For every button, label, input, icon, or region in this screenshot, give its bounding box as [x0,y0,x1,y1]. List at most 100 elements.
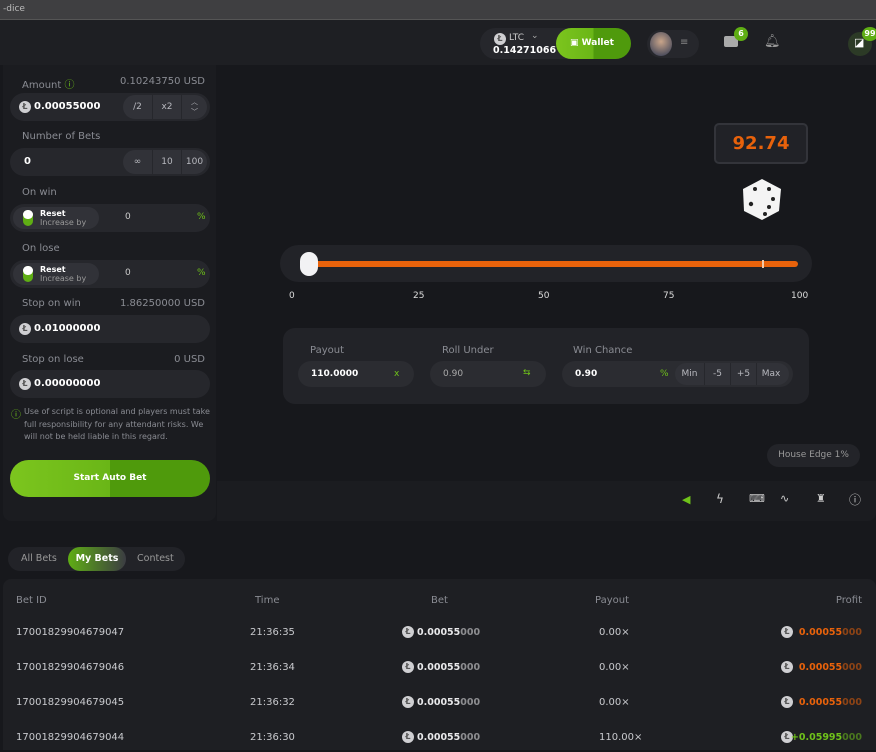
bet-id[interactable]: 17001829904679044 [16,732,125,743]
stop-on-lose-input[interactable]: Ł 0.00000000 [10,370,210,398]
bets-value: 0 [24,156,31,167]
payout-label: Payout [310,345,345,356]
table-row[interactable]: 17001829904679047 21:36:35 Ł 0.00055000 … [3,626,876,647]
amount-value: 0.00055000 [34,101,101,112]
bell-icon[interactable]: 🔔︎ [764,34,781,49]
max-button[interactable]: Max [756,363,785,385]
balance: 0.14271066 [493,45,557,56]
tick-label: 0 [289,291,295,301]
browser-title: -dice [3,4,25,14]
table-row[interactable]: 17001829904679046 21:36:34 Ł 0.00055000 … [3,661,876,682]
chart-icon[interactable]: ∿ [780,492,790,505]
stepper-icon[interactable]: ︿ ﹀ [181,95,207,119]
column-header-payout: Payout [595,595,630,606]
column-header-profit: Profit [835,595,862,606]
chevron-down-icon: ⌄ [531,31,539,41]
info-icon: ⓘ [64,80,75,91]
bet-time: 21:36:32 [250,697,295,708]
slider-thumb[interactable] [300,252,319,276]
bets-tabs: All Bets My Bets Contest [8,547,185,571]
infinite-button[interactable]: ∞ [133,157,142,167]
bet-settings-card: Payout 110.0000 x Roll Under 0.90 ⇆ Win … [283,328,809,404]
win-chance-input[interactable]: 0.90 % Min -5 +5 Max [562,361,793,387]
minus-5-button[interactable]: -5 [704,363,730,385]
bet-id[interactable]: 17001829904679047 [16,627,125,638]
table-row[interactable]: 17001829904679045 21:36:32 Ł 0.00055000 … [3,696,876,717]
payout-value: 110.0000 [311,369,359,379]
on-win-toggle[interactable]: Reset Increase by [13,207,99,229]
amount-input[interactable]: Ł 0.00055000 /2 x2 ︿ ﹀ [10,93,210,121]
column-header-bet: Bet [431,595,448,606]
ltc-coin-icon: Ł [402,661,414,673]
disclaimer-text: Use of script is optional and players mu… [24,407,210,441]
fairness-icon[interactable]: ♜ [816,492,826,505]
tab-my-bets[interactable]: My Bets [68,547,126,571]
tick-label: 100 [791,291,809,301]
amount-usd: 0.10243750 USD [120,76,205,87]
tab-contest[interactable]: Contest [137,553,174,564]
payout-unit: x [394,369,400,379]
start-auto-bet-button[interactable]: Start Auto Bet [10,460,210,497]
payout-input[interactable]: 110.0000 x [298,361,414,387]
increase-by-label: Increase by [40,218,87,227]
mail-icon[interactable] [724,36,738,47]
roll-under-label: Roll Under [442,345,494,356]
on-win-value[interactable]: 0 [125,212,131,222]
ltc-coin-icon: Ł [402,696,414,708]
on-lose-toggle[interactable]: Reset Increase by [13,263,99,285]
stop-on-lose-usd: 0 USD [174,354,205,365]
ten-button[interactable]: 10 [152,150,181,174]
house-edge-badge: House Edge 1% [767,444,860,467]
stop-on-win-input[interactable]: Ł 0.01000000 [10,315,210,343]
half-button[interactable]: /2 [133,102,142,112]
tick-label: 75 [663,291,675,301]
tab-all-bets[interactable]: All Bets [21,553,57,564]
slider-track[interactable] [302,261,798,267]
ltc-coin-icon: Ł [19,323,31,335]
double-button[interactable]: x2 [152,95,181,119]
plus-5-button[interactable]: +5 [730,363,756,385]
profile-menu[interactable]: ≡ [647,30,699,58]
reset-label: Reset [40,265,66,274]
bet-amount: 0.00055000 [417,627,481,638]
chat-count-badge: 99 [862,27,876,41]
top-header: Ł LTC ⌄ 0.14271066 ▣ Wallet ≡ 6 🔔︎ ◪ 99 [0,20,876,65]
percent-unit: % [197,212,206,222]
wallet-label: Wallet [581,38,614,48]
stop-on-win-label: Stop on win [22,298,81,309]
ltc-coin-icon: Ł [19,101,31,113]
reset-label: Reset [40,209,66,218]
chat-icon: ◪ [854,36,865,49]
bet-amount: 0.00055000 [417,697,481,708]
bet-profit: 0.00055000 [798,627,862,638]
menu-icon[interactable]: ≡ [680,37,689,48]
number-of-bets-input[interactable]: 0 ∞ 10 100 [10,148,210,176]
on-lose-value[interactable]: 0 [125,268,131,278]
bet-payout: 0.00× [599,627,630,638]
roll-slider[interactable] [280,245,812,282]
swap-icon[interactable]: ⇆ [523,368,531,378]
wallet-button[interactable]: ▣ Wallet [556,28,631,59]
percent-unit: % [197,268,206,278]
lightning-icon[interactable]: ϟ [716,492,724,506]
bet-payout: 0.00× [599,662,630,673]
stop-on-lose-label: Stop on lose [22,354,84,365]
avatar[interactable] [650,32,672,56]
browser-tab-bar: -dice [0,0,876,20]
column-header-bet-id: Bet ID [16,595,47,606]
mail-count-badge: 6 [734,27,748,41]
table-row[interactable]: 17001829904679044 21:36:30 Ł 0.00055000 … [3,731,876,752]
stop-on-win-usd: 1.86250000 USD [120,298,205,309]
bet-id[interactable]: 17001829904679045 [16,697,125,708]
stop-on-lose-value: 0.00000000 [34,378,101,389]
roll-under-input[interactable]: 0.90 ⇆ [430,361,546,387]
dice-icon [743,179,781,220]
keyboard-icon[interactable]: ⌨ [749,492,765,505]
on-lose-field: Reset Increase by 0 % [10,260,210,288]
bet-id[interactable]: 17001829904679046 [16,662,125,673]
bet-profit: +0.05995000 [790,732,862,743]
min-button[interactable]: Min [681,369,698,379]
sound-icon[interactable]: ◀ [682,493,691,506]
hundred-button[interactable]: 100 [181,150,207,174]
help-icon[interactable]: ⓘ [849,493,862,507]
